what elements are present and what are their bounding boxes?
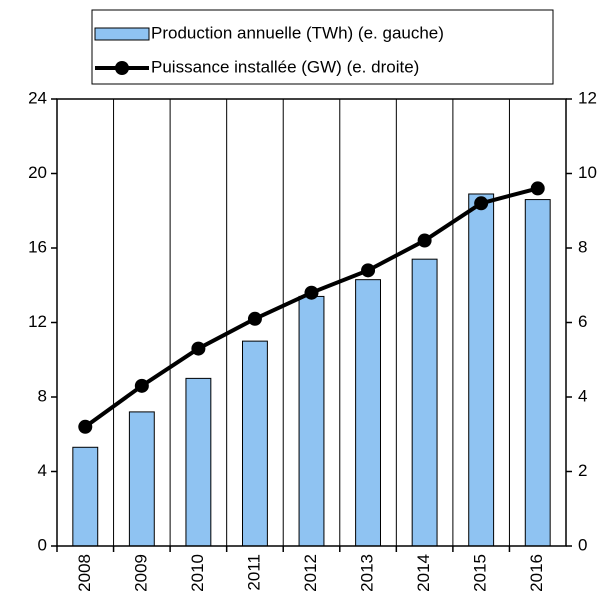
line-marker [134, 378, 149, 393]
bar [185, 377, 212, 547]
x-tick-label: 2010 [188, 554, 207, 592]
legend-marker [115, 61, 129, 75]
x-tick-label: 2011 [244, 554, 263, 591]
line-marker [417, 233, 432, 248]
y-tick-label: 16 [28, 237, 47, 256]
y2-tick-label: 6 [578, 312, 587, 331]
y-tick-label: 8 [38, 386, 47, 405]
y-tick-label: 24 [28, 88, 47, 107]
line-marker [304, 285, 319, 300]
y2-tick-label: 0 [578, 535, 587, 554]
bar [242, 340, 268, 547]
bar [72, 446, 99, 547]
line-marker [247, 311, 262, 326]
x-tick-label: 2016 [527, 554, 546, 592]
bar [128, 411, 155, 547]
x-tick-label: 2012 [301, 554, 320, 592]
y2-tick-label: 8 [578, 237, 587, 256]
x-tick-label: 2013 [358, 554, 377, 592]
x-tick-label: 2015 [471, 554, 490, 592]
line-marker [191, 341, 206, 356]
line-marker [474, 196, 489, 211]
bar [355, 279, 381, 547]
x-tick-label: 2009 [131, 554, 150, 592]
y2-tick-label: 12 [578, 88, 597, 107]
y-tick-label: 20 [28, 163, 47, 182]
y-tick-label: 4 [38, 461, 47, 480]
y2-tick-label: 10 [578, 163, 597, 182]
x-tick-label: 2008 [75, 554, 94, 592]
legend-swatch [94, 27, 150, 41]
bar [468, 193, 495, 547]
y2-tick-label: 4 [578, 386, 587, 405]
line-marker [361, 263, 376, 278]
bar [411, 258, 438, 547]
line-marker [78, 419, 93, 434]
y-tick-label: 0 [38, 535, 47, 554]
bar [298, 295, 325, 547]
line-marker [530, 181, 545, 196]
legend-box [91, 9, 554, 85]
x-tick-label: 2014 [414, 554, 433, 592]
legend-label: Puissance installée (GW) (e. droite) [151, 57, 419, 76]
legend-label: Production annuelle (TWh) (e. gauche) [151, 23, 444, 42]
y2-tick-label: 2 [578, 461, 587, 480]
bar [524, 199, 551, 547]
y-tick-label: 12 [28, 312, 47, 331]
